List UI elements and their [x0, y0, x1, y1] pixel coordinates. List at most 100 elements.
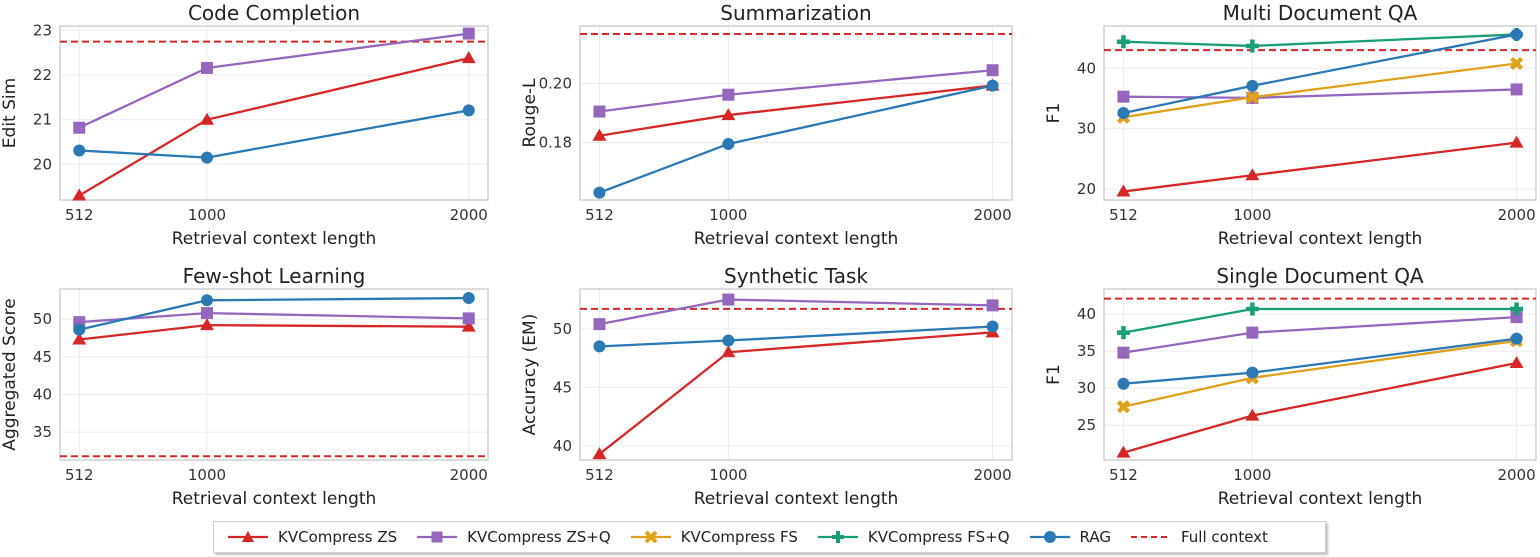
- data-point-zs: [72, 188, 87, 201]
- x-tick-label: 2000: [1497, 466, 1535, 484]
- series-line-zs: [598, 331, 993, 456]
- x-tick-label: 1000: [188, 206, 226, 224]
- x-axis-label: Retrieval context length: [172, 489, 377, 509]
- x-axis-label: Retrieval context length: [694, 489, 899, 509]
- y-tick-label: 21: [33, 111, 52, 129]
- x-tick-label: 1000: [188, 466, 226, 484]
- data-point-rag: [986, 79, 999, 92]
- chart-panel-4: Few-shot Learning Retrieval context lengt…: [0, 264, 489, 509]
- chart-panel-6: Single Document QA Retrieval context leng…: [1044, 264, 1537, 509]
- y-axis-label: F1: [1044, 103, 1064, 124]
- x-axis-label: Retrieval context length: [1218, 489, 1423, 509]
- x-tick-label: 1000: [1233, 466, 1271, 484]
- series-line-zsq: [78, 32, 469, 129]
- y-tick-label: 40: [33, 385, 52, 403]
- data-point-rag: [200, 294, 213, 307]
- y-tick-label: 45: [553, 378, 572, 396]
- data-point-zs: [1245, 408, 1260, 421]
- x-tick-label: 512: [585, 206, 614, 224]
- y-tick-label: 40: [553, 437, 572, 455]
- y-tick-label: 20: [1077, 180, 1096, 198]
- legend-label-fsq: KVCompress FS+Q: [867, 528, 1010, 546]
- chart-panel-5: Synthetic Task Retrieval context length Ac…: [520, 264, 1013, 509]
- data-point-zs: [72, 332, 87, 345]
- plot-frame: [1103, 288, 1537, 461]
- y-axis-label: Edit Sim: [0, 78, 20, 148]
- series-line-zsq: [79, 311, 469, 324]
- data-point-zs: [1116, 184, 1131, 197]
- data-point-zs: [721, 108, 736, 121]
- y-tick-label: 50: [553, 320, 572, 338]
- x-tick-label: 2000: [1497, 206, 1535, 224]
- data-point-zs: [592, 128, 607, 141]
- x-tick-label: 1000: [709, 206, 747, 224]
- y-tick-label: 50: [33, 310, 52, 328]
- chart-title: Code Completion: [188, 1, 360, 25]
- plot-frame: [579, 25, 1013, 201]
- y-tick-label: 0.20: [539, 75, 572, 93]
- data-point-zsq: [1246, 326, 1259, 339]
- y-tick-label: 30: [1077, 120, 1096, 138]
- x-tick-label: 512: [65, 466, 94, 484]
- x-tick-label: 512: [585, 466, 614, 484]
- data-point-rag: [73, 323, 86, 336]
- legend-swatch-fsq: [817, 531, 858, 543]
- data-point-zsq: [722, 293, 735, 306]
- data-point-zsq: [200, 307, 213, 320]
- legend-item-kvcompress-fs: KVCompress FS: [630, 528, 798, 546]
- data-point-rag: [1510, 28, 1523, 41]
- x-tick-label: 1000: [709, 466, 747, 484]
- chart-title: Synthetic Task: [724, 264, 868, 288]
- y-tick-label: 35: [1077, 342, 1096, 360]
- data-point-fs: [1509, 56, 1524, 71]
- chart-title: Few-shot Learning: [183, 264, 366, 288]
- data-point-rag: [986, 320, 999, 333]
- x-tick-label: 2000: [973, 466, 1011, 484]
- y-tick-label: 25: [1077, 416, 1096, 434]
- data-point-zsq: [1117, 346, 1130, 359]
- data-point-rag: [1246, 366, 1259, 379]
- legend-label-zsq: KVCompress ZS+Q: [467, 528, 611, 546]
- series-line-rag: [79, 109, 469, 159]
- series-line-zs: [1123, 361, 1517, 454]
- data-point-zs: [1509, 135, 1524, 148]
- data-point-rag: [200, 151, 213, 164]
- y-tick-label: 35: [33, 423, 52, 441]
- series-line-rag: [1123, 337, 1517, 385]
- y-tick-label: 20: [33, 155, 52, 173]
- data-point-rag: [462, 292, 475, 305]
- data-point-zs: [1245, 168, 1260, 181]
- data-point-zsq: [462, 312, 475, 325]
- data-point-rag: [593, 340, 606, 353]
- data-point-zsq: [593, 318, 606, 331]
- legend-swatch-rag: [1029, 531, 1070, 543]
- series-line-rag: [599, 84, 993, 194]
- y-tick-label: 23: [33, 21, 52, 39]
- x-tick-label: 512: [65, 206, 94, 224]
- legend-label-zs: KVCompress ZS: [278, 528, 398, 546]
- data-point-rag: [722, 334, 735, 347]
- plot-frame: [1103, 25, 1537, 201]
- data-point-zsq: [73, 121, 86, 134]
- data-point-rag: [1510, 332, 1523, 345]
- data-point-fsq: [1510, 302, 1524, 316]
- data-point-zsq: [1510, 311, 1523, 324]
- legend-swatch-zs: [228, 531, 268, 542]
- legend-item-rag: RAG: [1029, 528, 1111, 546]
- y-axis-label: Rouge-L: [520, 78, 540, 148]
- series-line-zs: [1123, 141, 1517, 193]
- legend-item-kvcompress-zs: KVCompress ZS: [228, 528, 397, 546]
- x-tick-label: 2000: [450, 206, 488, 224]
- y-tick-label: 40: [1077, 305, 1096, 323]
- legend-item-full-context: Full context: [1130, 528, 1268, 546]
- x-axis-label: Retrieval context length: [172, 229, 377, 249]
- legend-label-full: Full context: [1180, 528, 1268, 546]
- data-point-fsq: [1116, 326, 1130, 340]
- y-axis-label: Accuracy (EM): [520, 314, 540, 436]
- x-axis-label: Retrieval context length: [1218, 229, 1423, 249]
- data-point-zs: [461, 51, 476, 64]
- data-point-fsq: [1245, 302, 1259, 316]
- chart-panel-2: Summarization Retrieval context length Rou…: [520, 1, 1013, 249]
- data-point-rag: [462, 104, 475, 117]
- y-tick-label: 22: [33, 66, 52, 84]
